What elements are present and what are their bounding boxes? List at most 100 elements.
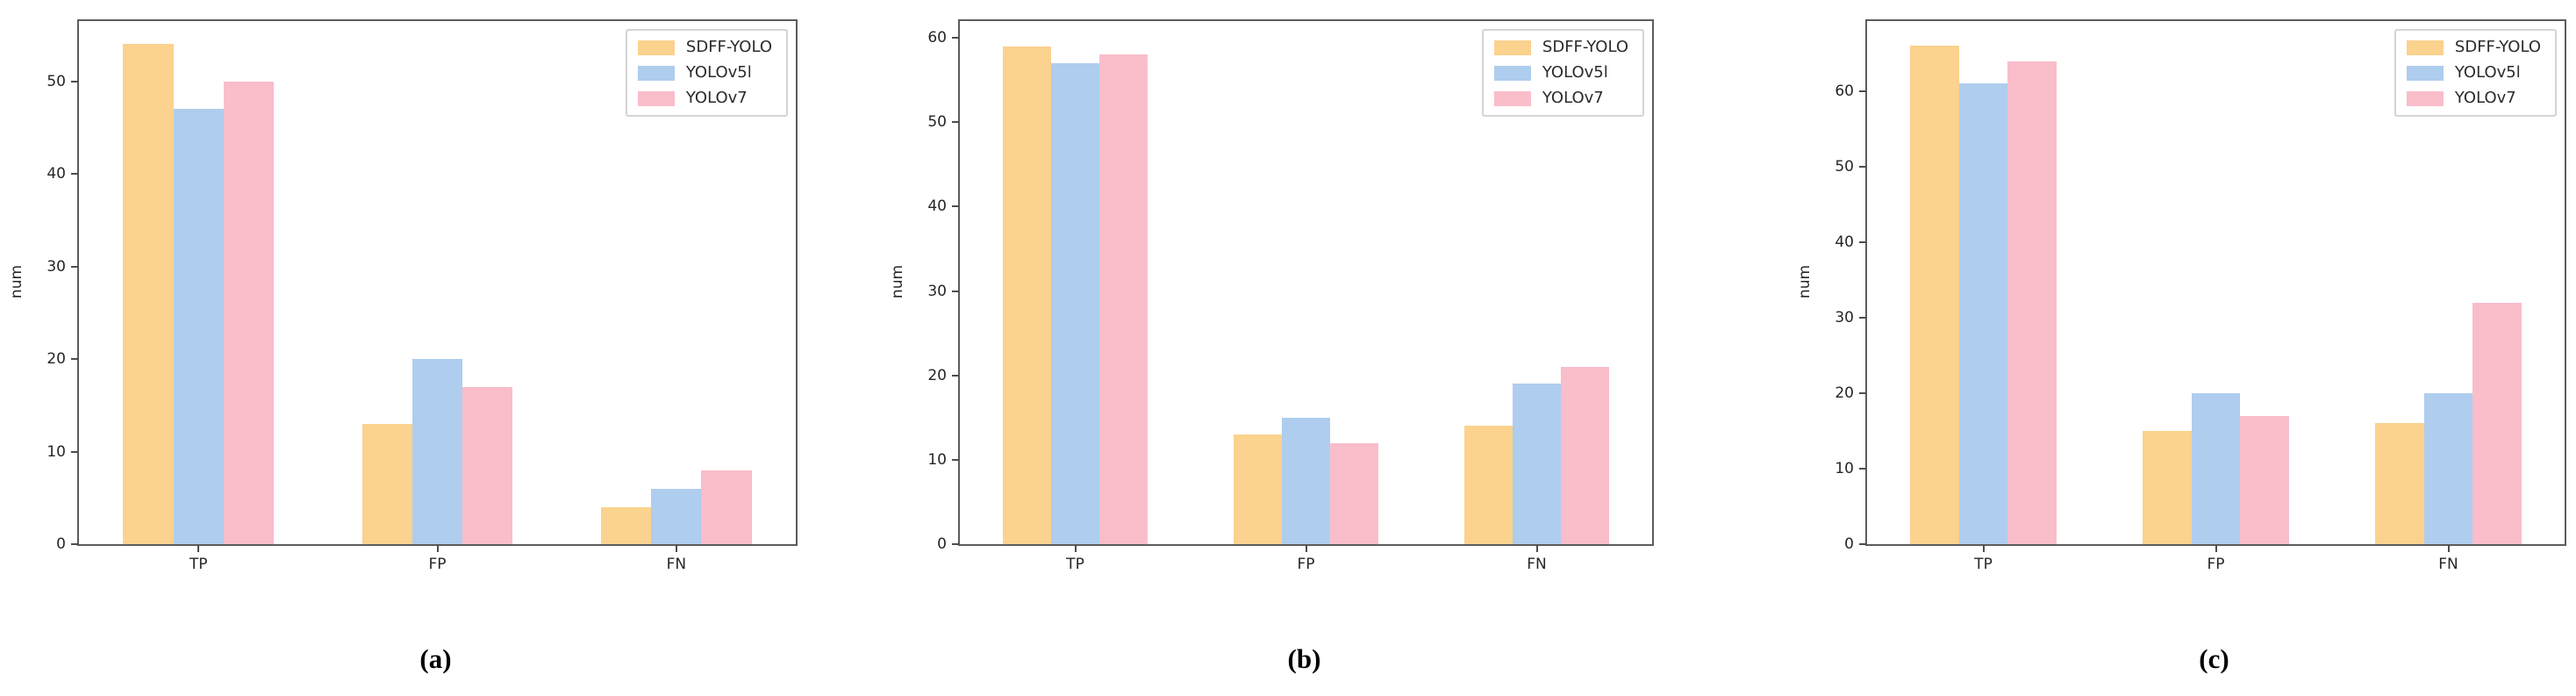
legend-label: YOLOv7 [1542,89,1604,107]
y-tick-mark [1859,467,1866,470]
legend-item: SDFF-YOLO [2406,38,2541,56]
bar-YOLOv5l-FN [1512,384,1562,544]
subplot-caption: (b) [1287,643,1321,674]
x-tick-label: FN [2438,556,2458,573]
bar-SDFF-YOLO-FN [1463,426,1513,544]
subplot-caption: (a) [419,643,452,674]
bar-YOLOv7-FP [1330,442,1379,544]
bar-SDFF-YOLO-FP [2143,431,2192,544]
x-tick-label: FN [1527,556,1547,573]
bar-YOLOv7-TP [1099,54,1148,544]
y-tick-mark [1859,391,1866,394]
y-tick-label: 10 [1835,459,1854,477]
y-tick-mark [1859,240,1866,243]
legend-item: YOLOv5l [2406,63,2541,82]
plot-area: num SDFF-YOLO YOLOv5l YOLOv7 0 10 20 30 40 50 60… [1796,19,2566,573]
bar-YOLOv5l-FP [411,359,463,544]
y-tick-mark [71,450,78,453]
y-tick-mark [71,543,78,545]
x-tick-mark [1305,545,1307,552]
bar-SDFF-YOLO-FP [1233,434,1282,544]
bar-YOLOv5l-FN [2423,393,2473,544]
bar-SDFF-YOLO-TP [123,44,174,544]
bar-YOLOv7-FN [2472,302,2522,544]
bar-YOLOv5l-FN [651,488,702,544]
legend-swatch-icon [2406,65,2444,81]
y-tick-label: 10 [927,450,947,469]
y-tick-label: 60 [1835,82,1854,100]
y-tick-mark [71,358,78,361]
y-tick-mark [952,458,959,461]
y-tick-label: 20 [47,350,66,369]
legend-label: SDFF-YOLO [1542,38,1628,56]
x-tick-label: TP [1974,556,1993,573]
bar-YOLOv7-FP [462,386,513,544]
legend-item: YOLOv7 [637,89,772,107]
legend-item: SDFF-YOLO [637,38,772,56]
bar-YOLOv5l-TP [1050,63,1100,544]
legend-label: SDFF-YOLO [2454,38,2541,56]
bar-SDFF-YOLO-FN [601,506,652,544]
x-tick-label: FP [1297,556,1315,573]
bar-YOLOv7-TP [2007,61,2057,544]
chart-c: num SDFF-YOLO YOLOv5l YOLOv7 0 10 20 30 40 50 60… [1720,0,2576,696]
legend: SDFF-YOLO YOLOv5l YOLOv7 [625,29,788,117]
y-tick-mark [1859,165,1866,168]
x-tick-label: FN [666,556,687,573]
bar-SDFF-YOLO-FN [2375,423,2424,544]
y-tick-mark [1859,316,1866,319]
legend: SDFF-YOLO YOLOv5l YOLOv7 [1481,29,1644,117]
y-tick-label: 10 [47,442,66,461]
y-tick-label: 30 [1835,308,1854,326]
legend-label: YOLOv7 [685,89,748,107]
y-tick-label: 0 [56,535,66,553]
bar-YOLOv7-FN [1561,367,1610,544]
y-axis-label: num [889,264,906,299]
bar-SDFF-YOLO-FP [361,423,412,544]
x-tick-mark [436,545,439,552]
y-tick-mark [71,80,78,83]
legend-swatch-icon [1493,39,1531,55]
y-tick-mark [1859,543,1866,545]
y-tick-label: 0 [937,535,947,553]
bar-YOLOv7-FP [2240,415,2289,544]
y-tick-mark [1859,90,1866,92]
y-tick-label: 30 [47,257,66,276]
bar-YOLOv5l-FP [2191,393,2241,544]
legend-label: YOLOv5l [2454,63,2521,82]
y-tick-mark [71,173,78,176]
legend-swatch-icon [637,39,675,55]
y-axis-label: num [1796,264,1814,299]
bar-YOLOv7-TP [223,81,274,544]
legend: SDFF-YOLO YOLOv5l YOLOv7 [2394,29,2557,117]
x-tick-mark [2447,545,2450,552]
y-tick-label: 60 [927,29,947,47]
legend-label: SDFF-YOLO [685,38,772,56]
y-tick-label: 50 [47,72,66,90]
y-axis-label: num [8,264,25,299]
x-tick-mark [1982,545,1985,552]
plot-area: num SDFF-YOLO YOLOv5l YOLOv7 0 10 20 30 40 50 TP… [8,19,798,573]
chart-b: num SDFF-YOLO YOLOv5l YOLOv7 0 10 20 30 40 50 60… [860,0,1720,696]
subplot-caption: (c) [2199,643,2229,674]
legend-item: SDFF-YOLO [1493,38,1628,56]
x-tick-mark [197,545,200,552]
bar-YOLOv5l-TP [173,109,224,544]
y-tick-label: 0 [1844,535,1854,553]
legend-item: YOLOv5l [1493,64,1628,82]
bar-SDFF-YOLO-TP [1002,46,1051,544]
y-tick-mark [952,205,959,208]
y-tick-label: 30 [927,282,947,300]
y-tick-mark [952,121,959,124]
legend-swatch-icon [637,65,675,81]
legend-swatch-icon [1493,90,1531,106]
x-tick-label: TP [1066,556,1084,573]
y-tick-mark [952,37,959,39]
y-tick-label: 20 [927,366,947,384]
legend-item: YOLOv5l [637,64,772,82]
chart-a: num SDFF-YOLO YOLOv5l YOLOv7 0 10 20 30 40 50 TP… [0,0,860,696]
legend-swatch-icon [1493,65,1531,81]
y-tick-mark [952,374,959,377]
y-tick-label: 40 [927,197,947,216]
